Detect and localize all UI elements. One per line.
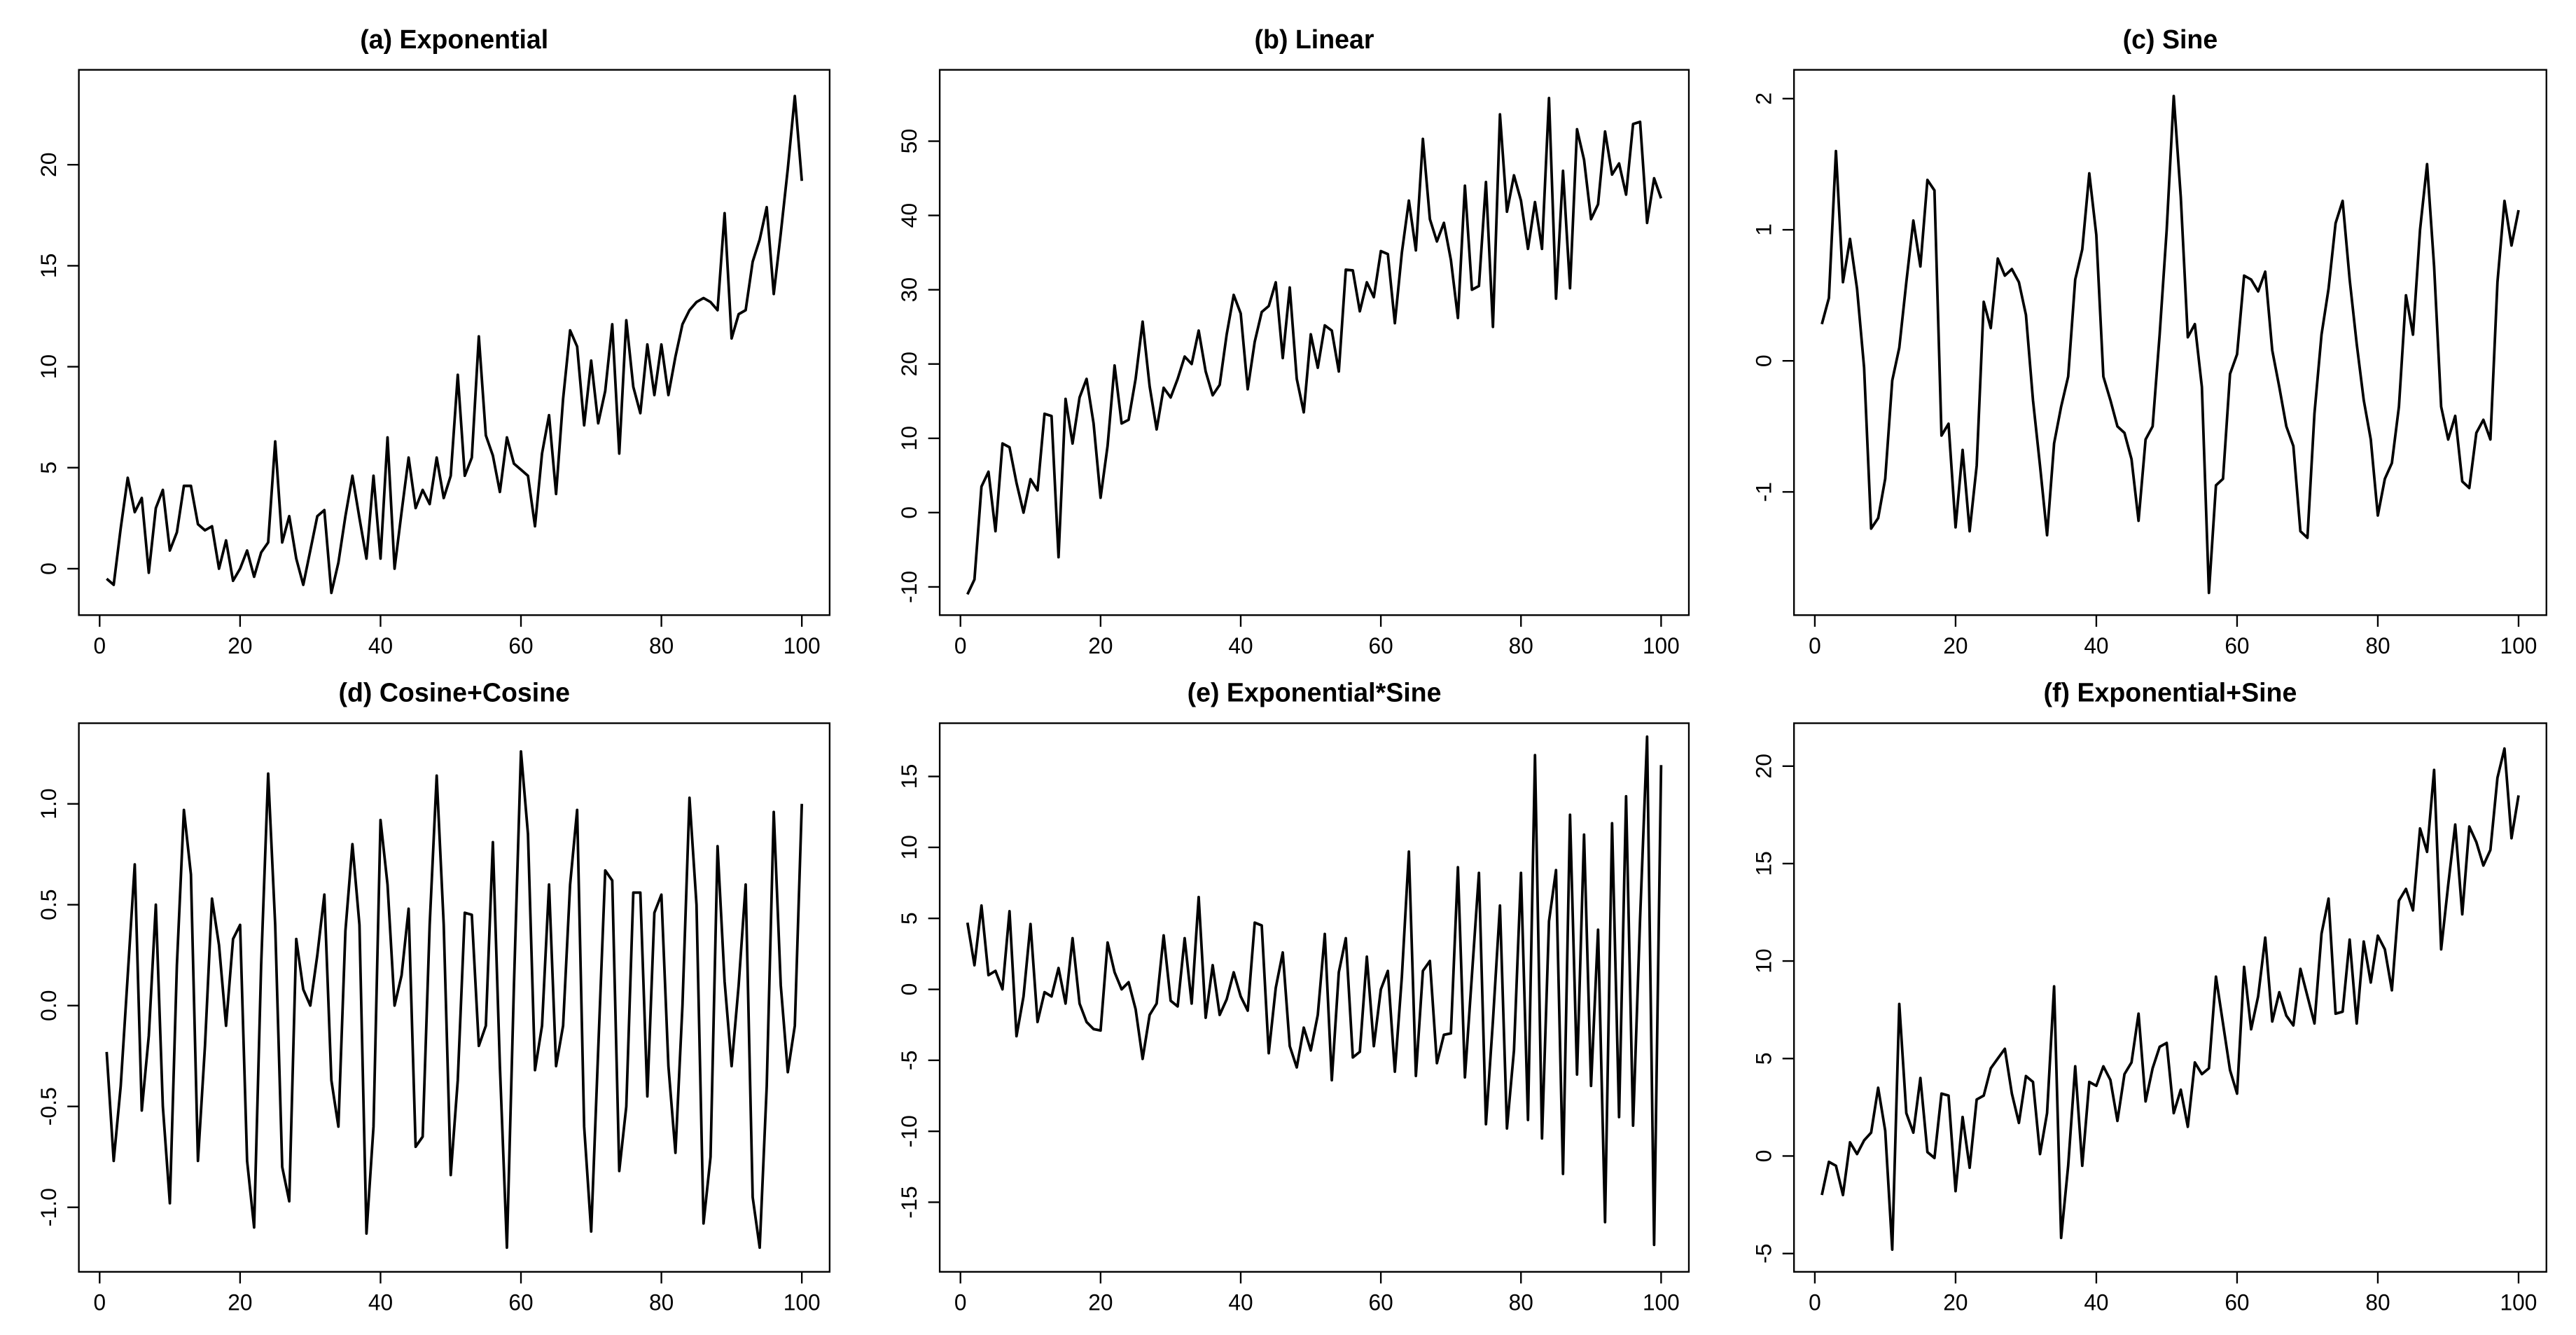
panel-title: (d) Cosine+Cosine xyxy=(338,677,570,707)
x-tick-label: 0 xyxy=(954,1289,967,1315)
y-tick-label: 10 xyxy=(896,835,921,860)
y-tick-label: 50 xyxy=(896,129,921,154)
x-tick-label: 20 xyxy=(1088,633,1113,658)
x-tick-label: 0 xyxy=(954,633,967,658)
y-tick-label: 0 xyxy=(896,506,921,519)
y-tick-label: 0 xyxy=(896,983,921,996)
x-tick-label: 40 xyxy=(2084,1289,2108,1315)
x-tick-label: 60 xyxy=(2225,633,2249,658)
y-tick-label: -5 xyxy=(1750,1243,1776,1263)
y-tick-label: 10 xyxy=(36,354,61,380)
x-tick-label: 60 xyxy=(508,633,533,658)
y-tick-label: 2 xyxy=(1750,92,1776,105)
series-line xyxy=(966,735,1663,1247)
y-tick-label: 20 xyxy=(36,152,61,177)
x-tick-label: 60 xyxy=(508,1289,533,1315)
y-tick-label: 1.0 xyxy=(36,788,61,819)
x-tick-label: 20 xyxy=(228,633,252,658)
y-tick-label: -0.5 xyxy=(36,1087,61,1126)
y-tick-label: 15 xyxy=(36,254,61,279)
x-tick-label: 60 xyxy=(1368,1289,1393,1315)
x-tick-label: 100 xyxy=(1643,633,1680,658)
y-tick-label: 40 xyxy=(896,203,921,228)
x-tick-label: 60 xyxy=(1368,633,1393,658)
y-tick-label: 5 xyxy=(896,912,921,925)
x-tick-label: 20 xyxy=(1943,633,1968,658)
x-tick-label: 80 xyxy=(1509,1289,1533,1315)
y-tick-label: 20 xyxy=(1750,754,1776,779)
series-line xyxy=(1820,747,2520,1251)
plot-box xyxy=(938,69,1690,616)
y-tick-label: 10 xyxy=(896,426,921,451)
y-tick-label: 0.0 xyxy=(36,990,61,1021)
y-tick-label: -1 xyxy=(1750,482,1776,502)
x-tick-label: 100 xyxy=(784,633,821,658)
x-tick-label: 40 xyxy=(1228,633,1253,658)
x-tick-label: 100 xyxy=(1643,1289,1680,1315)
x-tick-label: 80 xyxy=(1509,633,1533,658)
y-tick-label: 1 xyxy=(1750,223,1776,236)
x-tick-label: 80 xyxy=(2365,1289,2390,1315)
x-tick-label: 40 xyxy=(368,633,393,658)
plot-box xyxy=(938,722,1690,1273)
series-line xyxy=(106,95,804,595)
plot-box xyxy=(1792,722,2547,1273)
x-tick-label: 100 xyxy=(2500,1289,2537,1315)
panel-title: (f) Exponential+Sine xyxy=(2044,677,2297,707)
x-tick-label: 60 xyxy=(2225,1289,2249,1315)
panel-title: (c) Sine xyxy=(2123,25,2218,54)
y-tick-label: -10 xyxy=(896,1115,921,1147)
plot-box xyxy=(78,69,831,616)
y-tick-label: 0 xyxy=(36,562,61,575)
y-tick-label: 30 xyxy=(896,277,921,303)
panel-title: (e) Exponential*Sine xyxy=(1188,677,1442,707)
y-tick-label: 20 xyxy=(896,352,921,377)
x-tick-label: 0 xyxy=(93,1289,106,1315)
x-tick-label: 40 xyxy=(368,1289,393,1315)
x-tick-label: 20 xyxy=(228,1289,252,1315)
series-line xyxy=(966,97,1663,595)
y-tick-label: 15 xyxy=(1750,851,1776,876)
y-tick-label: 0.5 xyxy=(36,889,61,920)
panel-title: (a) Exponential xyxy=(360,25,548,54)
x-tick-label: 80 xyxy=(2365,633,2390,658)
x-tick-label: 20 xyxy=(1088,1289,1113,1315)
y-tick-label: 5 xyxy=(36,462,61,474)
x-tick-label: 80 xyxy=(649,1289,674,1315)
y-tick-label: -5 xyxy=(896,1051,921,1070)
y-tick-label: 0 xyxy=(1750,1150,1776,1163)
x-tick-label: 0 xyxy=(1809,1289,1821,1315)
x-tick-label: 100 xyxy=(2500,633,2537,658)
plot-box xyxy=(78,722,831,1273)
x-tick-label: 40 xyxy=(2084,633,2108,658)
y-tick-label: 10 xyxy=(1750,948,1776,974)
x-tick-label: 0 xyxy=(93,633,106,658)
y-tick-label: -1.0 xyxy=(36,1188,61,1226)
y-tick-label: -15 xyxy=(896,1186,921,1218)
series-line xyxy=(105,749,804,1250)
y-tick-label: 0 xyxy=(1750,354,1776,367)
x-tick-label: 0 xyxy=(1809,633,1821,658)
plot-box xyxy=(1792,69,2547,616)
panel-title: (b) Linear xyxy=(1255,25,1374,54)
x-tick-label: 40 xyxy=(1228,1289,1253,1315)
series-line xyxy=(1820,95,2520,595)
y-tick-label: -10 xyxy=(896,571,921,603)
x-tick-label: 80 xyxy=(649,633,674,658)
y-tick-label: 5 xyxy=(1750,1052,1776,1065)
x-tick-label: 20 xyxy=(1943,1289,1968,1315)
x-tick-label: 100 xyxy=(784,1289,821,1315)
y-tick-label: 15 xyxy=(896,764,921,789)
